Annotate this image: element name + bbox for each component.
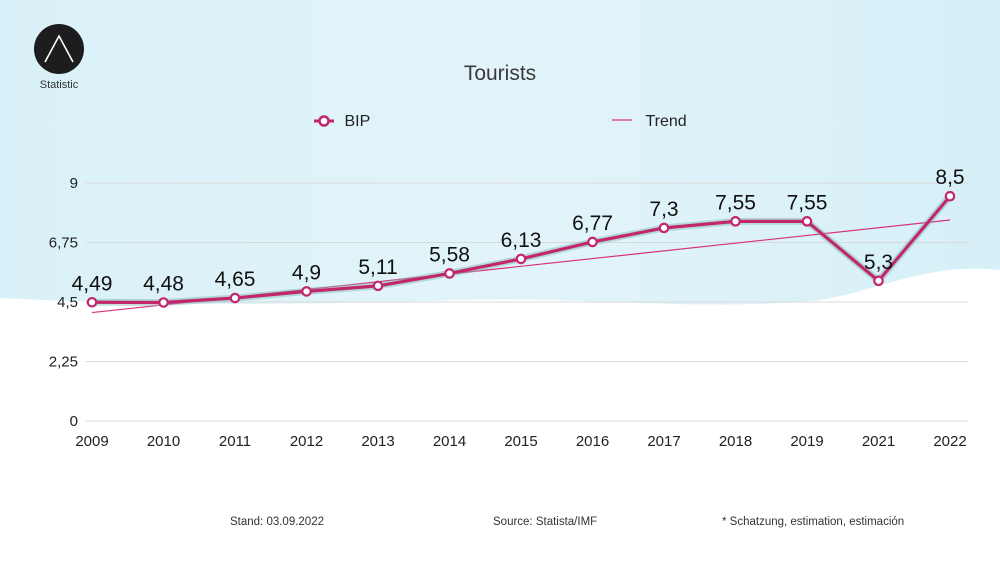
data-point [301, 286, 312, 297]
data-point [444, 268, 455, 279]
data-point [372, 280, 384, 292]
data-label: 4,49 [72, 272, 113, 295]
x-tick-label: 2017 [647, 433, 680, 450]
data-label: 8,5 [935, 166, 964, 189]
legend-label-trend: Trend [645, 113, 687, 130]
x-tick-label: 2015 [504, 433, 537, 450]
x-tick-label: 2012 [290, 433, 323, 450]
data-point [944, 190, 956, 202]
y-tick-label: 4,5 [57, 294, 78, 311]
x-tick-label: 2019 [790, 433, 823, 450]
x-tick-label: 2016 [576, 433, 609, 450]
data-point [730, 216, 741, 227]
data-label: 4,65 [215, 268, 256, 291]
data-label: 5,11 [358, 256, 397, 279]
y-tick-label: 9 [70, 175, 78, 192]
legend-label-bip: BIP [344, 113, 371, 130]
data-label: 5,58 [429, 243, 470, 266]
data-label: 7,3 [649, 198, 678, 221]
chart-title: Tourists [463, 62, 537, 85]
data-point [229, 292, 241, 304]
data-point [587, 236, 598, 248]
x-tick-label: 2011 [219, 433, 251, 450]
legend-marker-icon [314, 115, 334, 127]
legend-item-bip: BIP [314, 113, 370, 131]
footer-stand: Stand: 03.09.2022 [230, 516, 324, 528]
footer-source: Source: Statista/IMF [493, 516, 598, 528]
data-point [158, 297, 169, 308]
x-tick-label: 2018 [719, 433, 752, 450]
data-point [86, 296, 98, 308]
brand-logo [34, 24, 84, 74]
x-tick-label: 2009 [75, 433, 108, 450]
data-label: 7,55 [787, 191, 828, 214]
data-point [801, 216, 813, 227]
data-label: 5,3 [864, 251, 893, 274]
x-tick-label: 2021 [862, 433, 895, 450]
data-label: 7,55 [715, 191, 756, 214]
triangle-logo-icon [44, 34, 74, 63]
x-tick-label: 2013 [361, 433, 394, 450]
data-label: 6,77 [572, 212, 613, 235]
data-label: 4,48 [143, 273, 184, 296]
x-tick-label: 2014 [433, 433, 466, 450]
data-label: 4,9 [292, 261, 321, 284]
x-tick-label: 2010 [147, 433, 180, 450]
legend-line-icon [612, 119, 632, 121]
y-tick-label: 2,25 [49, 354, 78, 371]
footer-note: * Schatzung, estimation, estimación [722, 516, 905, 528]
brand-label: Statistic [39, 79, 79, 91]
y-tick-label: 0 [70, 413, 78, 430]
data-point [515, 253, 527, 265]
x-tick-label: 2022 [933, 433, 966, 450]
legend-item-trend: Trend [612, 113, 687, 131]
data-point [658, 222, 670, 234]
data-point [873, 275, 884, 287]
y-tick-label: 6,75 [49, 235, 78, 252]
data-label: 6,13 [501, 229, 542, 252]
